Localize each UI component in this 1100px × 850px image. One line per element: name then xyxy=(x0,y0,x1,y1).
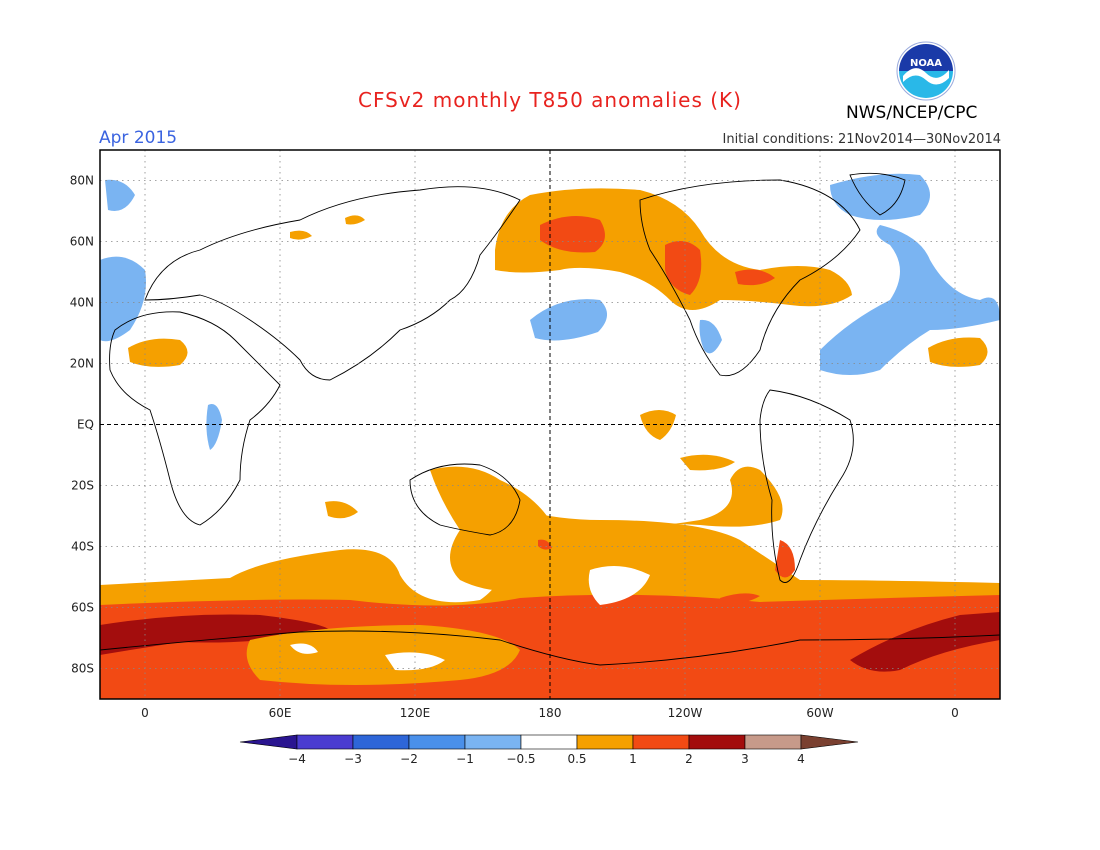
lon-tick-label: 60W xyxy=(806,706,833,720)
tropical-atlantic-warm-east xyxy=(928,337,988,367)
south-pacific-warm xyxy=(560,466,783,540)
tasman-red xyxy=(538,539,552,550)
equatorial-warm xyxy=(680,454,735,471)
legend-swatch xyxy=(464,734,522,750)
eurasia-warm-1 xyxy=(290,230,312,240)
legend-label: 2 xyxy=(685,752,693,766)
legend-label: −3 xyxy=(344,752,362,766)
lat-tick-label: 80N xyxy=(70,174,94,188)
lat-tick-label: 60S xyxy=(71,601,94,615)
southern-dark-band-east xyxy=(850,612,1000,672)
legend-label: −1 xyxy=(456,752,474,766)
legend-swatch xyxy=(744,734,802,750)
south-america-outline xyxy=(759,389,854,583)
coastlines xyxy=(100,172,1000,666)
legend-swatch xyxy=(408,734,466,750)
legend-swatch xyxy=(296,734,354,750)
map-frame xyxy=(99,149,1001,700)
north-america-outline xyxy=(639,179,861,377)
graticule xyxy=(100,150,1000,699)
tropical-atlantic-warm xyxy=(128,338,188,367)
axis-ticks: 80N 60N 40N 20N EQ 20S 40S 60S 80S 0 60E 120E 180 120… xyxy=(70,174,959,721)
lon-tick-label: 0 xyxy=(141,706,149,720)
chart-title: CFSv2 monthly T850 anomalies (K) xyxy=(358,88,742,112)
noaa-logo-icon: NOAA xyxy=(896,41,956,101)
legend-label: 1 xyxy=(629,752,637,766)
africa-cold xyxy=(206,404,222,450)
lon-tick-label: 120E xyxy=(400,706,431,720)
antarctic-warm xyxy=(246,625,520,685)
legend-swatch xyxy=(576,734,634,750)
great-lakes-red xyxy=(735,269,775,286)
legend-swatch xyxy=(352,734,410,750)
australia-outline xyxy=(409,463,521,536)
mexico-cold xyxy=(699,319,722,354)
eurasia-outline xyxy=(144,186,521,381)
antarctic-white-1 xyxy=(385,652,445,671)
lon-tick-label: 60E xyxy=(269,706,292,720)
lat-tick-label: 80S xyxy=(71,662,94,676)
south-america-red xyxy=(775,540,795,578)
lon-tick-label: 180 xyxy=(539,706,562,720)
indian-ocean-warm xyxy=(325,501,358,519)
antarctic-white-2 xyxy=(290,643,318,654)
lat-tick-label: 40S xyxy=(71,540,94,554)
color-legend: −4 −3 −2 −1 −0.5 0.5 1 2 3 4 xyxy=(239,734,859,766)
lon-tick-label: 120W xyxy=(668,706,703,720)
legend-swatch xyxy=(632,734,690,750)
europe-cold xyxy=(100,256,146,342)
lat-tick-label: EQ xyxy=(77,418,94,432)
legend-label: 3 xyxy=(741,752,749,766)
greenland-outline xyxy=(849,172,906,216)
legend-label: 0.5 xyxy=(567,752,586,766)
initial-conditions: Initial conditions: 21Nov2014—30Nov2014 xyxy=(722,132,1002,147)
legend-swatch xyxy=(520,734,578,750)
north-pacific-red xyxy=(540,216,605,253)
valid-month: Apr 2015 xyxy=(99,128,178,148)
north-atlantic-cold-west xyxy=(105,179,135,211)
eurasia-warm-2 xyxy=(345,215,365,225)
south-pacific-white xyxy=(588,566,650,605)
lat-tick-label: 20N xyxy=(70,357,94,371)
legend-label: −0.5 xyxy=(506,752,535,766)
svg-text:NOAA: NOAA xyxy=(910,58,942,69)
lon-tick-label: 0 xyxy=(951,706,959,720)
legend-arrow-high xyxy=(800,734,859,750)
africa-outline xyxy=(109,311,281,526)
australia-warm xyxy=(430,466,560,592)
north-pacific-cold xyxy=(530,299,608,341)
legend-label: −2 xyxy=(400,752,418,766)
eastern-pacific-warm xyxy=(640,410,676,440)
lat-tick-label: 60N xyxy=(70,235,94,249)
legend-label: −4 xyxy=(288,752,306,766)
antarctica-outline xyxy=(100,630,1000,666)
atlantic-cold xyxy=(820,225,1000,375)
legend-label: 4 xyxy=(797,752,805,766)
lat-tick-label: 40N xyxy=(70,296,94,310)
south-atlantic-red xyxy=(720,593,760,605)
legend-swatch xyxy=(688,734,746,750)
agency-label: NWS/NCEP/CPC xyxy=(846,103,978,123)
lat-tick-label: 20S xyxy=(71,479,94,493)
legend-arrow-low xyxy=(239,734,298,750)
north-america-red xyxy=(665,241,702,295)
